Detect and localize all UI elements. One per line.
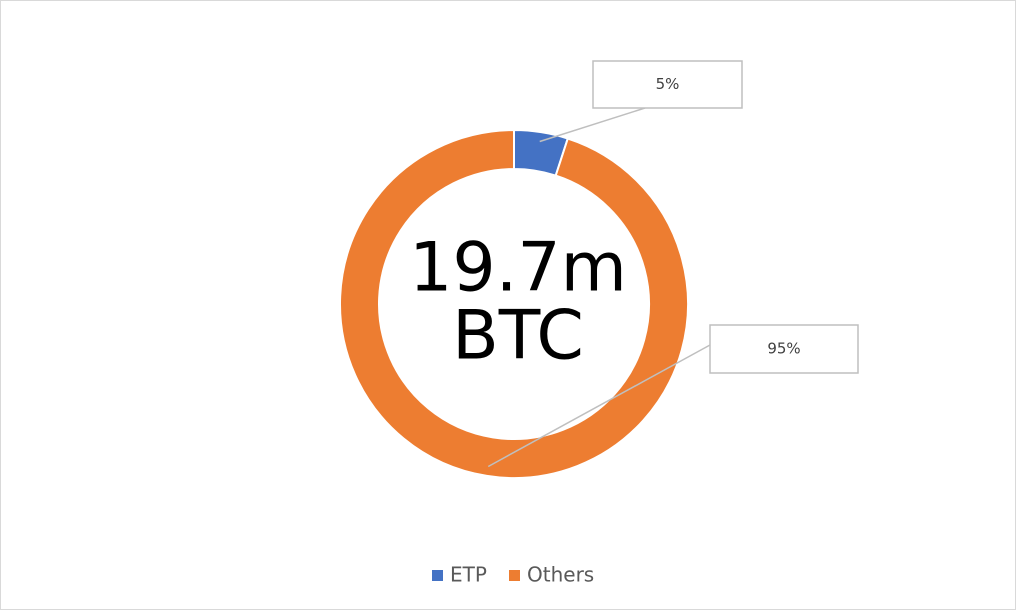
leader-line: [487, 344, 711, 468]
data-label: 95%: [767, 340, 800, 358]
center-text: 19.7m: [409, 229, 627, 308]
center-text: BTC: [452, 297, 584, 376]
legend-swatch: [432, 570, 443, 581]
leader-line: [539, 107, 646, 143]
legend-swatch: [509, 570, 520, 581]
callout-box: [709, 324, 859, 374]
legend-label: ETP: [450, 563, 487, 587]
legend-label: Others: [527, 563, 594, 587]
data-label: 5%: [656, 75, 680, 93]
callout-box: [592, 60, 743, 109]
